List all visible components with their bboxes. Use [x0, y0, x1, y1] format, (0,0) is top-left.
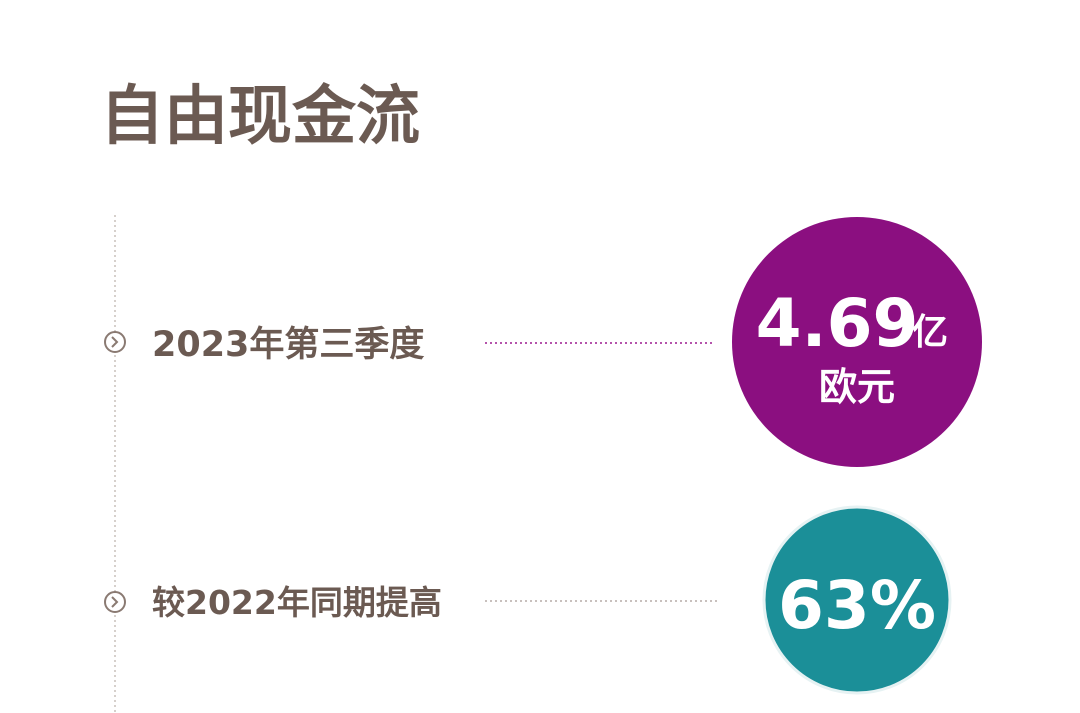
value-badge [762, 505, 952, 695]
item-label: 较2022年同期提高 [152, 583, 442, 622]
value-badge [732, 217, 982, 467]
value-currency: 欧元 [819, 365, 895, 409]
title: 自由现金流 [100, 80, 420, 154]
value: 63% [778, 567, 936, 644]
item-label: 2023年第三季度 [152, 325, 424, 365]
item-icon [104, 331, 126, 353]
value: 4.69 [756, 285, 919, 362]
item-icon [104, 591, 126, 613]
value-unit: 亿 [912, 312, 948, 353]
